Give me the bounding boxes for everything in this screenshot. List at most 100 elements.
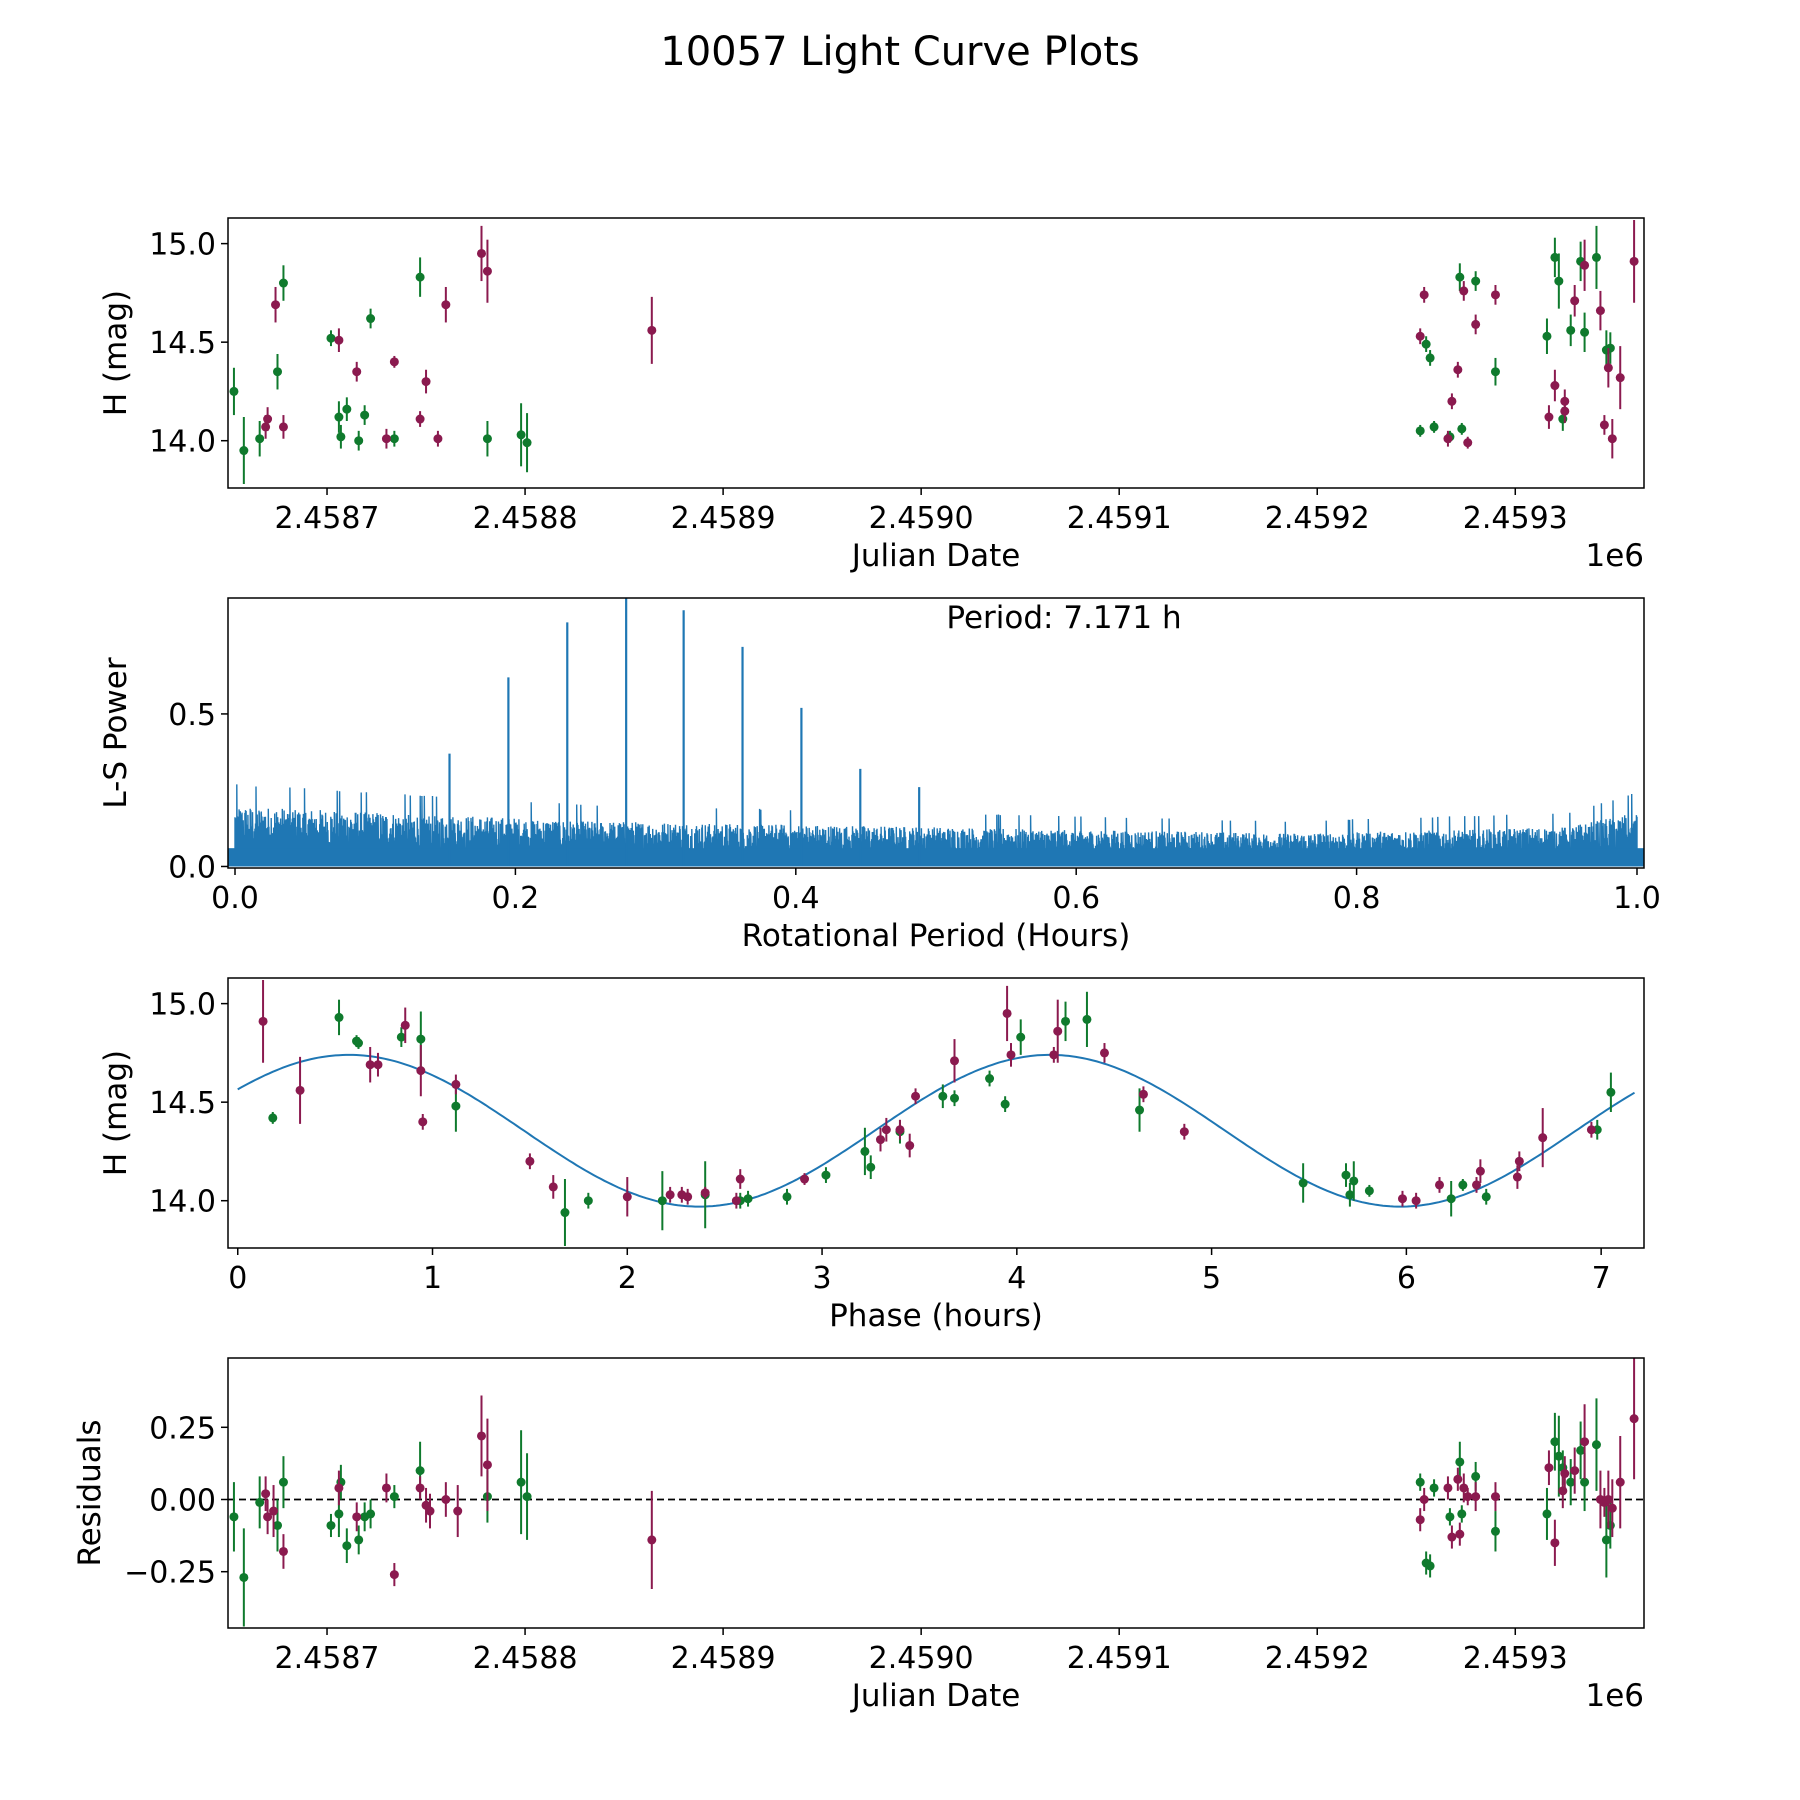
data-point [1049, 1050, 1059, 1060]
data-point [1542, 331, 1552, 341]
x-tick-label: 2.4590 [869, 1641, 974, 1676]
data-point [1463, 1492, 1473, 1502]
data-point [1560, 1469, 1570, 1479]
data-point [683, 1192, 693, 1202]
data-point [1053, 1026, 1063, 1036]
data-point [1000, 1099, 1010, 1109]
data-point [1397, 1194, 1407, 1204]
data-point [271, 300, 281, 310]
data-point [800, 1174, 810, 1184]
data-point [295, 1085, 305, 1095]
data-point [263, 414, 273, 424]
data-point [389, 1492, 399, 1502]
x-tick-label: 2.4592 [1265, 1641, 1370, 1676]
data-point [1298, 1178, 1308, 1188]
data-point [1615, 373, 1625, 383]
data-point [1445, 1512, 1455, 1522]
lightcurve-series-magenta [261, 219, 1639, 459]
phased-plot-area [237, 979, 1636, 1247]
lightcurve-x-offset-label: 1e6 [1585, 538, 1644, 574]
data-point [895, 1125, 905, 1135]
phased-panel: 0 1 2 3 4 5 6 7 14.0 14.5 15.0 Phase (hours) H (mag) [98, 977, 1645, 1334]
data-point [1629, 1414, 1639, 1424]
data-point [1411, 1196, 1421, 1206]
data-point [482, 1460, 492, 1470]
residuals-x-offset-label: 1e6 [1585, 1678, 1644, 1714]
data-point [1458, 1180, 1468, 1190]
data-point [560, 1208, 570, 1218]
data-point [1455, 272, 1465, 282]
data-point [360, 410, 370, 420]
period-annotation: Period: 7.171 h [946, 600, 1181, 636]
data-point [1415, 1477, 1425, 1487]
data-point [342, 1541, 352, 1551]
data-point [1558, 1486, 1568, 1496]
data-point [866, 1162, 876, 1172]
data-point [1544, 1463, 1554, 1473]
data-point [1580, 260, 1590, 270]
data-point [451, 1079, 461, 1089]
data-point [421, 377, 431, 387]
data-point [366, 314, 376, 324]
data-point [381, 1483, 391, 1493]
data-point [875, 1135, 885, 1145]
y-tick-label: 0.0 [168, 850, 216, 885]
data-point [1490, 1492, 1500, 1502]
data-point [1447, 396, 1457, 406]
data-point [548, 1182, 558, 1192]
panels: 2.4587 2.4588 2.4589 2.4590 2.4591 2.4592 2.45… [72, 217, 1661, 1714]
data-point [1419, 1494, 1429, 1504]
figure-title: 10057 Light Curve Plots [660, 29, 1139, 75]
data-point [261, 1489, 271, 1499]
data-point [482, 434, 492, 444]
lightcurve-frame [227, 217, 1645, 489]
data-point [1415, 331, 1425, 341]
data-point [905, 1141, 915, 1151]
data-point [985, 1074, 995, 1084]
data-point [1345, 1190, 1355, 1200]
model-fit-curve [237, 1053, 1636, 1208]
data-point [1591, 252, 1601, 262]
data-point [1471, 276, 1481, 286]
data-point [229, 1512, 239, 1522]
x-tick-label: 0.6 [1052, 881, 1100, 916]
data-point [1006, 1050, 1016, 1060]
data-point [334, 1012, 344, 1022]
data-point [334, 412, 344, 422]
data-point [415, 414, 425, 424]
data-point [416, 1066, 426, 1076]
data-point [665, 1190, 675, 1200]
data-point [1514, 1156, 1524, 1166]
data-point [482, 266, 492, 276]
data-point [1471, 319, 1481, 329]
periodogram-y-axis-label: L-S Power [98, 657, 134, 808]
data-point [860, 1146, 870, 1156]
data-point [1558, 414, 1568, 424]
x-tick-label: 2 [618, 1261, 637, 1296]
data-point [911, 1091, 921, 1101]
data-point [365, 1060, 375, 1070]
y-tick-label: 15.0 [149, 988, 216, 1023]
data-point [1603, 363, 1613, 373]
data-point [1099, 1048, 1109, 1058]
data-point [1570, 296, 1580, 306]
data-point [1349, 1176, 1359, 1186]
data-point [583, 1196, 593, 1206]
data-point [1606, 1087, 1616, 1097]
data-point [1471, 1471, 1481, 1481]
y-tick-label: 0.00 [149, 1483, 216, 1518]
data-point [1419, 290, 1429, 300]
y-tick-label: 15.0 [149, 228, 216, 263]
periodogram-plot-area [228, 598, 1644, 867]
residuals-series-magenta [261, 1358, 1639, 1590]
data-point [516, 430, 526, 440]
data-point [353, 1038, 363, 1048]
x-tick-label: 2.4591 [1067, 1641, 1172, 1676]
data-point [1459, 1483, 1469, 1493]
y-tick-label: 14.5 [149, 326, 216, 361]
data-point [1421, 339, 1431, 349]
data-point [1463, 438, 1473, 448]
lightcurve-x-axis-label: Julian Date [850, 538, 1021, 574]
data-point [1471, 1492, 1481, 1502]
